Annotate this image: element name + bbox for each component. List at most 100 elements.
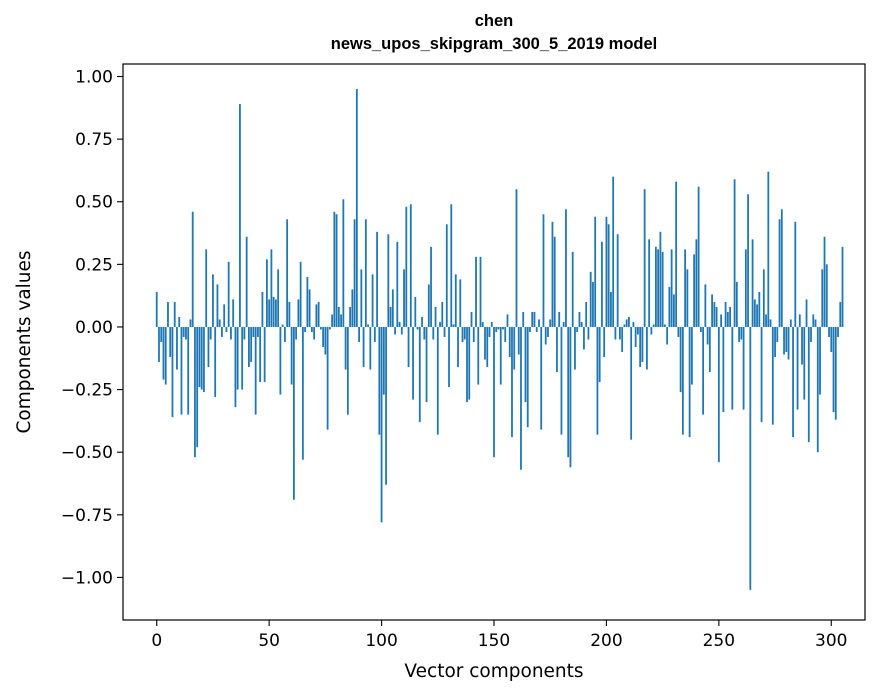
bar-136 xyxy=(461,326,464,342)
bar-45 xyxy=(257,326,259,337)
bar-104 xyxy=(389,306,392,327)
bar-132 xyxy=(452,324,455,327)
bar-52 xyxy=(272,296,275,327)
bar-300 xyxy=(830,326,833,353)
bar-243 xyxy=(702,326,705,415)
bar-26 xyxy=(214,326,217,398)
bar-147 xyxy=(486,326,489,368)
bar-171 xyxy=(540,326,543,430)
bar-279 xyxy=(783,326,785,355)
bar-66 xyxy=(304,326,307,332)
bar-257 xyxy=(733,179,736,327)
bar-195 xyxy=(594,216,597,327)
bar-92 xyxy=(362,326,365,368)
bar-47 xyxy=(261,291,264,327)
bar-231 xyxy=(675,181,678,327)
bar-89 xyxy=(355,89,358,327)
bar-119 xyxy=(423,326,426,340)
bar-95 xyxy=(369,326,372,370)
bar-196 xyxy=(596,326,599,435)
bar-53 xyxy=(274,299,277,327)
bar-12 xyxy=(182,326,185,337)
bar-134 xyxy=(457,326,459,368)
bar-151 xyxy=(495,326,498,332)
bar-270 xyxy=(762,269,765,327)
bar-275 xyxy=(774,326,776,358)
bar-209 xyxy=(625,319,628,327)
bar-61 xyxy=(292,326,295,500)
y-tick-label: −0.25 xyxy=(61,381,113,401)
bar-267 xyxy=(756,304,758,327)
bar-118 xyxy=(421,316,423,327)
bar-124 xyxy=(434,306,437,327)
bar-88 xyxy=(353,219,356,327)
bar-242 xyxy=(699,326,702,332)
chart-title-line-1: chen xyxy=(474,12,514,30)
bar-220 xyxy=(650,326,653,335)
bar-184 xyxy=(569,326,572,468)
bar-87 xyxy=(351,289,354,327)
bar-178 xyxy=(556,326,558,373)
bar-99 xyxy=(378,326,381,435)
bar-100 xyxy=(380,326,383,523)
bar-285 xyxy=(796,326,799,410)
bar-103 xyxy=(387,234,390,327)
bar-75 xyxy=(324,326,327,355)
bar-186 xyxy=(574,326,576,370)
bar-288 xyxy=(803,326,806,400)
bar-3 xyxy=(162,326,165,380)
bar-48 xyxy=(263,326,266,383)
bar-4 xyxy=(164,326,167,385)
bar-81 xyxy=(337,306,340,327)
bar-255 xyxy=(729,306,731,327)
bar-109 xyxy=(400,326,403,335)
bar-233 xyxy=(679,326,682,393)
bar-175 xyxy=(549,319,552,327)
bar-94 xyxy=(367,324,369,327)
bar-110 xyxy=(403,269,405,327)
x-tick-label: 300 xyxy=(815,631,847,651)
bar-240 xyxy=(695,239,698,327)
bar-294 xyxy=(816,326,819,453)
bar-180 xyxy=(560,326,563,435)
bar-153 xyxy=(499,326,502,385)
bar-192 xyxy=(587,326,590,340)
y-tick-label: 0.50 xyxy=(75,193,113,213)
bar-170 xyxy=(538,319,540,327)
bar-51 xyxy=(270,249,273,327)
bar-25 xyxy=(212,274,214,327)
bar-2 xyxy=(160,326,163,342)
bar-273 xyxy=(769,319,772,327)
bar-105 xyxy=(391,289,394,327)
bar-217 xyxy=(643,189,646,327)
bar-71 xyxy=(315,304,318,327)
bar-188 xyxy=(578,311,581,327)
bar-223 xyxy=(657,249,660,327)
bar-283 xyxy=(792,326,794,438)
bar-141 xyxy=(472,326,475,342)
bar-24 xyxy=(209,326,212,340)
bar-130 xyxy=(448,326,450,388)
bar-50 xyxy=(268,299,271,327)
bar-249 xyxy=(715,306,718,327)
bar-40 xyxy=(245,236,248,327)
x-tick-label: 0 xyxy=(151,631,162,651)
bar-262 xyxy=(744,249,747,327)
bar-114 xyxy=(412,326,414,400)
bar-187 xyxy=(576,326,579,332)
bar-6 xyxy=(169,326,172,358)
bar-241 xyxy=(697,186,700,327)
bar-286 xyxy=(798,314,801,327)
bar-238 xyxy=(690,326,693,385)
bar-146 xyxy=(484,326,486,360)
bar-83 xyxy=(342,199,345,327)
bar-276 xyxy=(776,326,779,342)
bar-126 xyxy=(439,321,441,327)
bar-292 xyxy=(812,314,815,327)
bar-140 xyxy=(470,311,473,327)
bar-176 xyxy=(551,221,554,327)
bar-230 xyxy=(672,294,675,327)
bar-258 xyxy=(735,281,738,327)
bar-116 xyxy=(416,326,419,330)
bar-93 xyxy=(364,219,367,327)
